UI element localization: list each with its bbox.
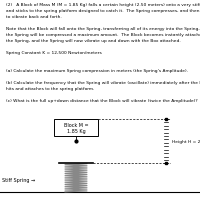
Text: (a) Calculate the maximum Spring compression in meters (the Spring's Amplitude).: (a) Calculate the maximum Spring compres… — [6, 69, 188, 73]
Text: Spring Constant K = 12,500 Newton/meters: Spring Constant K = 12,500 Newton/meters — [6, 51, 102, 55]
Text: to vibrate back and forth.: to vibrate back and forth. — [6, 15, 62, 19]
Text: Height H = 2.50 meters: Height H = 2.50 meters — [172, 139, 200, 143]
Text: Stiff Spring →: Stiff Spring → — [2, 177, 35, 182]
Text: the Spring, and the Spring will now vibrate up and down with the Box attached.: the Spring, and the Spring will now vibr… — [6, 39, 181, 43]
Text: and sticks to the spring platform designed to catch it.  The Spring compresses, : and sticks to the spring platform design… — [6, 9, 200, 13]
Text: (2)   A Block of Mass M (M = 1.85 Kg) falls a certain height (2.50 meters) onto : (2) A Block of Mass M (M = 1.85 Kg) fall… — [6, 3, 200, 7]
Text: Block M =
1.85 Kg: Block M = 1.85 Kg — [64, 122, 88, 133]
Text: the Spring will be compressed a maximum amount.  The Block becomes instantly att: the Spring will be compressed a maximum … — [6, 33, 200, 37]
Text: Note that the Block will fall onto the Spring, transferring all of its energy in: Note that the Block will fall onto the S… — [6, 27, 200, 31]
Text: (b) Calculate the frequency that the Spring will vibrate (oscillate) immediately: (b) Calculate the frequency that the Spr… — [6, 81, 200, 85]
Text: hits and attaches to the spring platform.: hits and attaches to the spring platform… — [6, 87, 94, 91]
Text: (c) What is the full up+down distance that the Block will vibrate (twice the Amp: (c) What is the full up+down distance th… — [6, 99, 198, 103]
FancyBboxPatch shape — [54, 119, 98, 136]
